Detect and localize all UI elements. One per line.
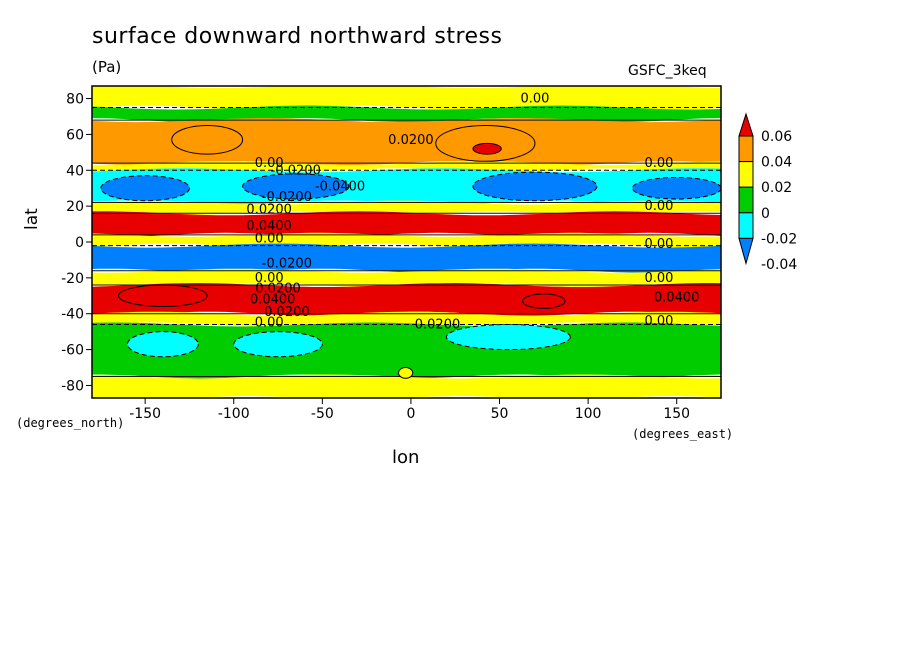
x-axis-label: lon bbox=[392, 447, 420, 468]
contour-region bbox=[100, 175, 190, 202]
contour-band bbox=[92, 374, 721, 398]
contour-label: -0.0200 bbox=[262, 257, 312, 272]
contour-region bbox=[126, 331, 199, 358]
contour-label: 0.0200 bbox=[246, 203, 292, 218]
contour-label: 0.0200 bbox=[255, 282, 301, 297]
contour-label: 0.0200 bbox=[264, 305, 310, 320]
colorbar-segment bbox=[738, 161, 754, 188]
colorbar-label: 0.02 bbox=[761, 180, 792, 196]
contour-label: -0.0200 bbox=[262, 190, 312, 205]
colorbar-label: 0.04 bbox=[761, 155, 792, 171]
contour-region bbox=[522, 293, 566, 309]
contour-band bbox=[92, 311, 721, 327]
colorbar-segment bbox=[738, 135, 754, 163]
x-tick-label: 150 bbox=[663, 406, 690, 422]
x-tick-label: -150 bbox=[129, 406, 161, 422]
contour-label: 0.0400 bbox=[654, 291, 700, 306]
colorbar-label: -0.02 bbox=[761, 231, 797, 247]
x-axis-unit-label: (degrees_east) bbox=[632, 427, 734, 441]
model-label: GSFC_3keq bbox=[628, 63, 707, 79]
colorbar-label: 0.06 bbox=[761, 129, 792, 145]
contour-label: 0.0400 bbox=[250, 292, 296, 307]
plot-area: 0.000.02000.00-0.0200-0.0400-0.02000.000… bbox=[92, 86, 721, 398]
y-tick-label: 40 bbox=[66, 163, 84, 179]
contour-label: 0.0200 bbox=[415, 317, 461, 332]
contour-band bbox=[92, 211, 721, 237]
contour-label: 0.00 bbox=[255, 316, 284, 331]
contour-label: 0.00 bbox=[255, 231, 284, 246]
units-label: (Pa) bbox=[92, 58, 122, 76]
contour-region bbox=[242, 173, 350, 200]
contour-band bbox=[92, 232, 721, 248]
colorbar-segment bbox=[738, 112, 754, 137]
contour-label: 0.00 bbox=[645, 237, 674, 252]
contour-label: 0.00 bbox=[255, 271, 284, 286]
contour-region bbox=[171, 124, 244, 155]
chart-title: surface downward northward stress bbox=[92, 24, 503, 49]
x-tick-label: 100 bbox=[575, 406, 602, 422]
y-tick-label: 80 bbox=[66, 92, 84, 108]
x-tick-label: -100 bbox=[218, 406, 250, 422]
contour-label: 0.0400 bbox=[246, 219, 292, 234]
colorbar-segment bbox=[738, 212, 754, 239]
contour-band bbox=[92, 200, 721, 216]
contour-label: 0.00 bbox=[645, 271, 674, 286]
y-tick-label: -20 bbox=[61, 271, 84, 287]
x-tick-label: -50 bbox=[311, 406, 334, 422]
contour-region bbox=[118, 284, 208, 308]
x-tick-label: 50 bbox=[491, 406, 509, 422]
contour-label: -0.0200 bbox=[271, 163, 321, 178]
y-tick-label: 20 bbox=[66, 199, 84, 215]
contour-region bbox=[472, 171, 598, 202]
contour-region bbox=[445, 323, 571, 351]
contour-band bbox=[92, 283, 721, 316]
y-tick-label: 0 bbox=[75, 235, 84, 251]
contour-region bbox=[398, 367, 414, 379]
contour-region bbox=[631, 176, 721, 200]
contour-band bbox=[92, 243, 721, 273]
contour-label: -0.0400 bbox=[315, 179, 365, 194]
contour-label: 0.00 bbox=[520, 92, 549, 107]
contour-label: 0.00 bbox=[645, 199, 674, 214]
y-tick-label: -80 bbox=[61, 378, 84, 394]
contour-region bbox=[472, 142, 502, 155]
contour-band bbox=[92, 86, 721, 110]
contour-label: 0.00 bbox=[255, 156, 284, 171]
contour-band bbox=[92, 161, 721, 173]
contour-band bbox=[92, 268, 721, 287]
colorbar-label: 0 bbox=[761, 206, 770, 222]
contour-label: 0.00 bbox=[645, 156, 674, 171]
colorbar-label: -0.04 bbox=[761, 257, 797, 273]
y-tick-label: -40 bbox=[61, 307, 84, 323]
contour-label: 0.0200 bbox=[388, 133, 434, 148]
contour-band bbox=[92, 118, 721, 166]
x-tick-label: 0 bbox=[406, 406, 415, 422]
y-tick-label: -60 bbox=[61, 343, 84, 359]
y-axis-unit-label: (degrees_north) bbox=[16, 416, 125, 430]
y-tick-label: 60 bbox=[66, 127, 84, 143]
contour-region bbox=[233, 331, 323, 358]
contour-band bbox=[92, 105, 721, 123]
contour-label: 0.00 bbox=[645, 314, 674, 329]
colorbar-segment bbox=[738, 186, 754, 214]
colorbar-segment bbox=[738, 237, 754, 266]
